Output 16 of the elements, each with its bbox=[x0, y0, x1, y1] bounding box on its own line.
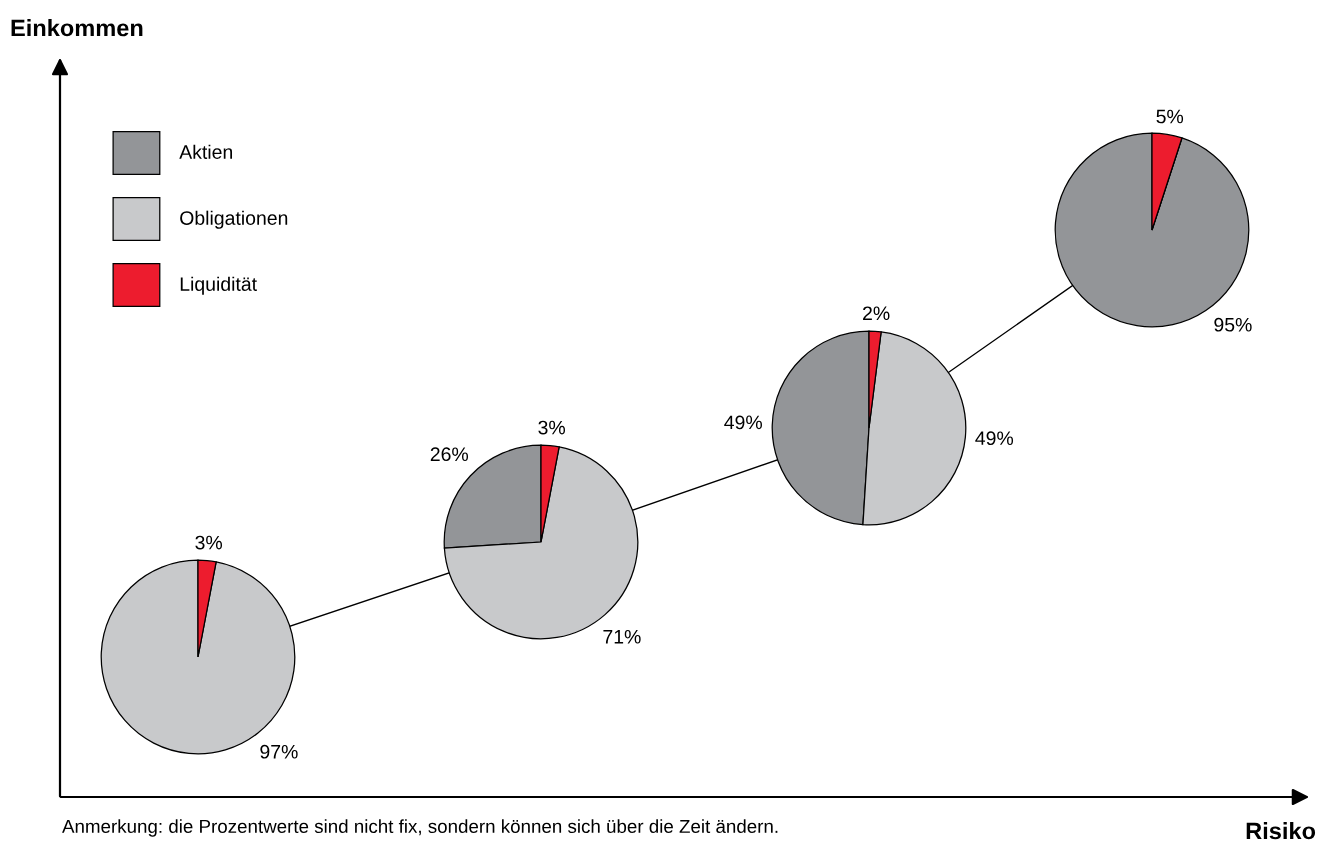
data-label: 49% bbox=[724, 415, 762, 430]
legend-label: Aktien bbox=[179, 144, 233, 159]
data-label: 95% bbox=[1214, 317, 1252, 332]
data-label: 2% bbox=[863, 306, 890, 321]
legend-label: Liquidität bbox=[180, 276, 257, 295]
text: Einkommen bbox=[11, 19, 143, 37]
data-label: 71% bbox=[603, 629, 641, 644]
data-label: 5% bbox=[1156, 109, 1184, 124]
data-label: 3% bbox=[538, 420, 566, 435]
data-label: 3% bbox=[195, 535, 223, 550]
data-label: 97% bbox=[260, 744, 298, 759]
data-label: 49% bbox=[975, 431, 1014, 446]
text: Anmerkung: die Prozentwerte sind nicht fix, sondern können sich über die Zeit ändern. bbox=[62, 819, 778, 837]
text: Risiko bbox=[1246, 821, 1316, 840]
legend-label: Obligationen bbox=[180, 210, 288, 229]
data-label: 26% bbox=[430, 447, 469, 462]
